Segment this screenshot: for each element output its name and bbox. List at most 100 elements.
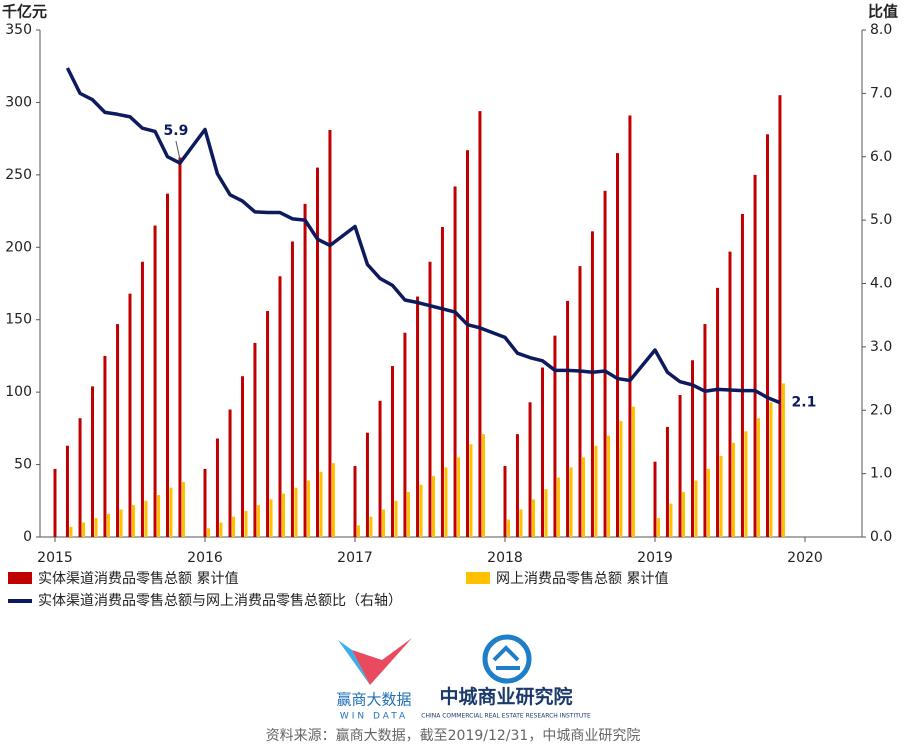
bar (578, 266, 582, 537)
bar (607, 435, 611, 537)
bar (391, 366, 394, 537)
bar (269, 499, 273, 537)
bar (703, 324, 707, 537)
bar (469, 444, 473, 537)
legend-label: 实体渠道消费品零售总额 累计值 (38, 571, 238, 587)
bar (178, 157, 182, 537)
bar (331, 463, 335, 537)
bar (378, 400, 382, 537)
bar (78, 418, 82, 537)
legend-label: 网上消费品零售总额 累计值 (496, 571, 668, 587)
bar (706, 468, 710, 537)
bar (728, 251, 732, 538)
line (65, 67, 781, 405)
y-tick-label: 50 (14, 457, 32, 473)
bar (515, 434, 519, 537)
bar (528, 402, 532, 537)
bar (181, 481, 185, 537)
annotation: 5.9 (164, 123, 189, 139)
bar (440, 227, 444, 537)
bar (140, 261, 144, 537)
y-tick-label: 350 (5, 22, 32, 38)
bar (682, 492, 686, 537)
bar (532, 499, 536, 537)
bar (228, 409, 232, 537)
bar (481, 434, 485, 537)
bar (553, 335, 557, 537)
bar (766, 134, 769, 537)
logo-shape (338, 640, 370, 685)
logo-win-data: 赢商大数据 WIN DATA (336, 638, 412, 722)
bar (478, 111, 482, 538)
bar (744, 431, 748, 537)
y-tick-label: 200 (5, 239, 32, 255)
annotation-leader (175, 140, 181, 160)
bar (453, 186, 457, 537)
y2-tick-label: 7.0 (870, 85, 892, 101)
bar (215, 438, 219, 537)
y-tick-label: 100 (5, 384, 32, 400)
legend-swatch (8, 572, 32, 584)
y-tick-label: 150 (5, 312, 32, 328)
bar (103, 355, 107, 537)
logo-institute: 中城商业研究院 CHINA COMMERCIAL REAL ESTATE RES… (421, 634, 591, 720)
bar (582, 457, 585, 537)
bar (406, 492, 410, 537)
bar (590, 231, 594, 537)
bar (719, 455, 723, 537)
x-tick-label: 2020 (787, 550, 823, 566)
logo-shape (492, 645, 520, 670)
x-tick-label: 2015 (37, 550, 73, 566)
bar (353, 466, 357, 537)
bar (665, 426, 669, 537)
bar (203, 468, 207, 537)
x-tick-label: 2017 (337, 550, 373, 566)
bar (432, 476, 435, 537)
bar (569, 467, 573, 537)
bar (507, 519, 510, 537)
bar (416, 296, 420, 537)
bar (657, 518, 660, 537)
y-axis-label: 千亿元 (2, 3, 47, 21)
bar (157, 494, 161, 537)
bar (256, 505, 260, 537)
bar (290, 241, 294, 537)
source: 资料来源：赢商大数据，截至2019/12/31，中城商业研究院 (266, 727, 641, 744)
y2-tick-label: 6.0 (870, 149, 892, 165)
bar (357, 525, 360, 537)
bar (594, 445, 598, 537)
logo-text: 赢商大数据 (336, 691, 411, 709)
bar (616, 153, 619, 537)
bar (91, 386, 94, 537)
bar (394, 500, 398, 537)
y2-tick-label: 5.0 (870, 212, 892, 228)
bar (781, 383, 785, 537)
bar (519, 509, 523, 537)
logo-text: CHINA COMMERCIAL REAL ESTATE RESEARCH IN… (421, 713, 591, 720)
bar (82, 522, 86, 537)
logo-text: WIN DATA (340, 712, 408, 722)
bar (716, 287, 720, 537)
bar (669, 503, 673, 537)
bar (769, 402, 773, 537)
bar (207, 528, 210, 537)
bar (65, 445, 69, 537)
y2-tick-label: 1.0 (870, 466, 892, 482)
legend-swatch (466, 572, 490, 584)
bar (631, 406, 635, 537)
bar (619, 421, 623, 537)
bar (694, 480, 698, 537)
bar (294, 487, 298, 537)
x-tick-label: 2018 (487, 550, 523, 566)
y2-tick-label: 3.0 (870, 339, 892, 355)
y2-tick-label: 4.0 (870, 276, 892, 292)
x-tick-label: 2016 (187, 550, 223, 566)
bar (94, 518, 98, 537)
bar (403, 332, 407, 537)
bar (382, 509, 386, 537)
bar (244, 510, 248, 537)
bar (132, 505, 135, 537)
bar (419, 484, 423, 537)
bar (628, 115, 632, 538)
